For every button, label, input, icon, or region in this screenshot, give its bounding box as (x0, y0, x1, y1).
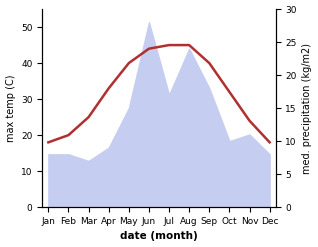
X-axis label: date (month): date (month) (120, 231, 198, 242)
Y-axis label: max temp (C): max temp (C) (5, 74, 16, 142)
Y-axis label: med. precipitation (kg/m2): med. precipitation (kg/m2) (302, 43, 313, 174)
